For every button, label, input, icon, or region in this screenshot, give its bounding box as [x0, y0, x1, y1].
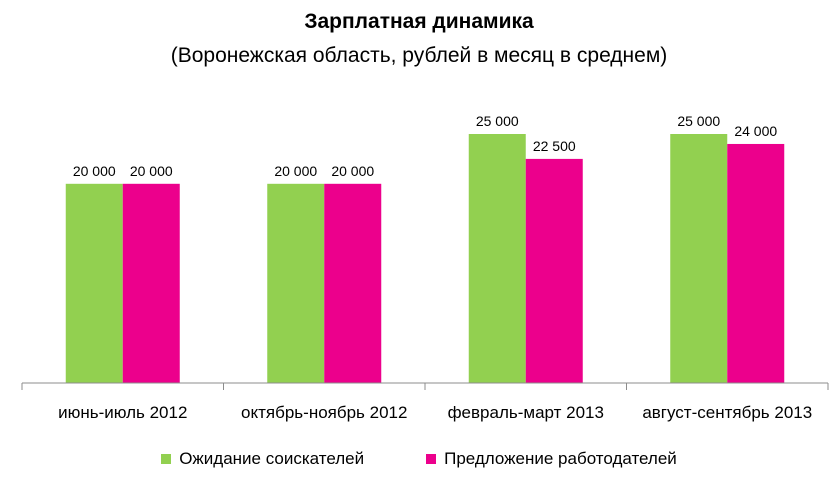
data-label: 22 500: [533, 138, 576, 154]
data-label: 20 000: [73, 163, 116, 179]
bar-series-1: [468, 134, 526, 383]
data-label: 20 000: [130, 163, 173, 179]
category-label: июнь-июль 2012: [58, 403, 187, 422]
category-label: август-сентябрь 2013: [642, 403, 812, 422]
bar-series-2: [727, 143, 785, 383]
bar-series-1: [267, 183, 325, 383]
category-label: октябрь-ноябрь 2012: [241, 403, 407, 422]
data-label: 25 000: [677, 113, 720, 129]
data-label: 20 000: [331, 163, 374, 179]
legend-label-series-2: Предложение работодателей: [444, 449, 677, 468]
bar-series-2: [324, 183, 382, 383]
legend-item-series-1: Ожидание соискателей: [161, 449, 364, 469]
data-label: 25 000: [476, 113, 519, 129]
chart-title: Зарплатная динамика: [304, 10, 534, 33]
bar-series-2: [122, 183, 180, 383]
legend-label-series-1: Ожидание соискателей: [179, 449, 365, 468]
data-label: 24 000: [734, 123, 777, 139]
chart-subtitle: (Воронежская область, рублей в месяц в с…: [170, 44, 668, 67]
legend-swatch-series-2: [426, 454, 437, 464]
data-label: 20 000: [274, 163, 317, 179]
legend-item-series-2: Предложение работодателей: [426, 449, 677, 469]
bar-series-2: [525, 158, 583, 383]
legend-swatch-series-1: [161, 454, 172, 464]
legend: Ожидание соискателей Предложение работод…: [0, 449, 838, 469]
bar-series-1: [670, 134, 728, 383]
category-label: февраль-март 2013: [448, 403, 604, 422]
bar-series-1: [65, 183, 123, 383]
